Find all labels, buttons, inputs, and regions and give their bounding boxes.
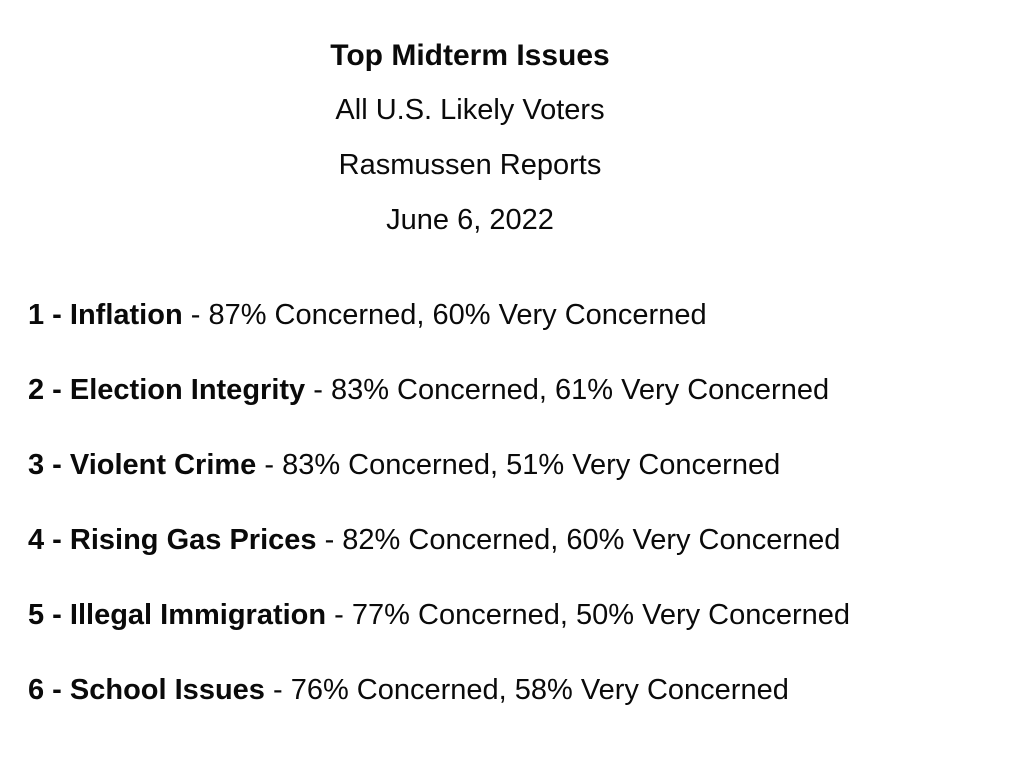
- report-date: June 6, 2022: [386, 204, 554, 236]
- issue-stats: - 76% Concerned, 58% Very Concerned: [264, 674, 789, 706]
- issue-stats: - 82% Concerned, 60% Very Concerned: [316, 524, 841, 556]
- issue-item-inflation: 1 - Inflation - 87% Concerned, 60% Very …: [28, 300, 1029, 330]
- issue-label: 4 - Rising Gas Prices: [28, 524, 317, 556]
- report-title: Top Midterm Issues: [330, 39, 610, 72]
- issue-item-violent-crime: 3 - Violent Crime - 83% Concerned, 51% V…: [28, 450, 1029, 480]
- issue-stats: - 83% Concerned, 61% Very Concerned: [305, 374, 830, 406]
- issue-stats: - 77% Concerned, 50% Very Concerned: [326, 599, 851, 631]
- issues-list: 1 - Inflation - 87% Concerned, 60% Very …: [0, 300, 1029, 705]
- issue-stats: - 83% Concerned, 51% Very Concerned: [256, 449, 781, 481]
- issue-stats: - 87% Concerned, 60% Very Concerned: [182, 299, 707, 331]
- issue-label: 5 - Illegal Immigration: [28, 599, 327, 631]
- issue-label: 6 - School Issues: [28, 674, 265, 706]
- issue-item-election-integrity: 2 - Election Integrity - 83% Concerned, …: [28, 375, 1029, 405]
- issue-item-school-issues: 6 - School Issues - 76% Concerned, 58% V…: [28, 675, 1029, 705]
- issue-label: 3 - Violent Crime: [28, 449, 257, 481]
- issue-item-rising-gas-prices: 4 - Rising Gas Prices - 82% Concerned, 6…: [28, 525, 1029, 555]
- report-header: Top Midterm Issues All U.S. Likely Voter…: [0, 0, 940, 248]
- report-source: Rasmussen Reports: [338, 149, 602, 181]
- issue-label: 2 - Election Integrity: [28, 374, 306, 406]
- issue-item-illegal-immigration: 5 - Illegal Immigration - 77% Concerned,…: [28, 600, 1029, 630]
- issue-label: 1 - Inflation: [28, 299, 183, 331]
- report-audience: All U.S. Likely Voters: [335, 94, 605, 126]
